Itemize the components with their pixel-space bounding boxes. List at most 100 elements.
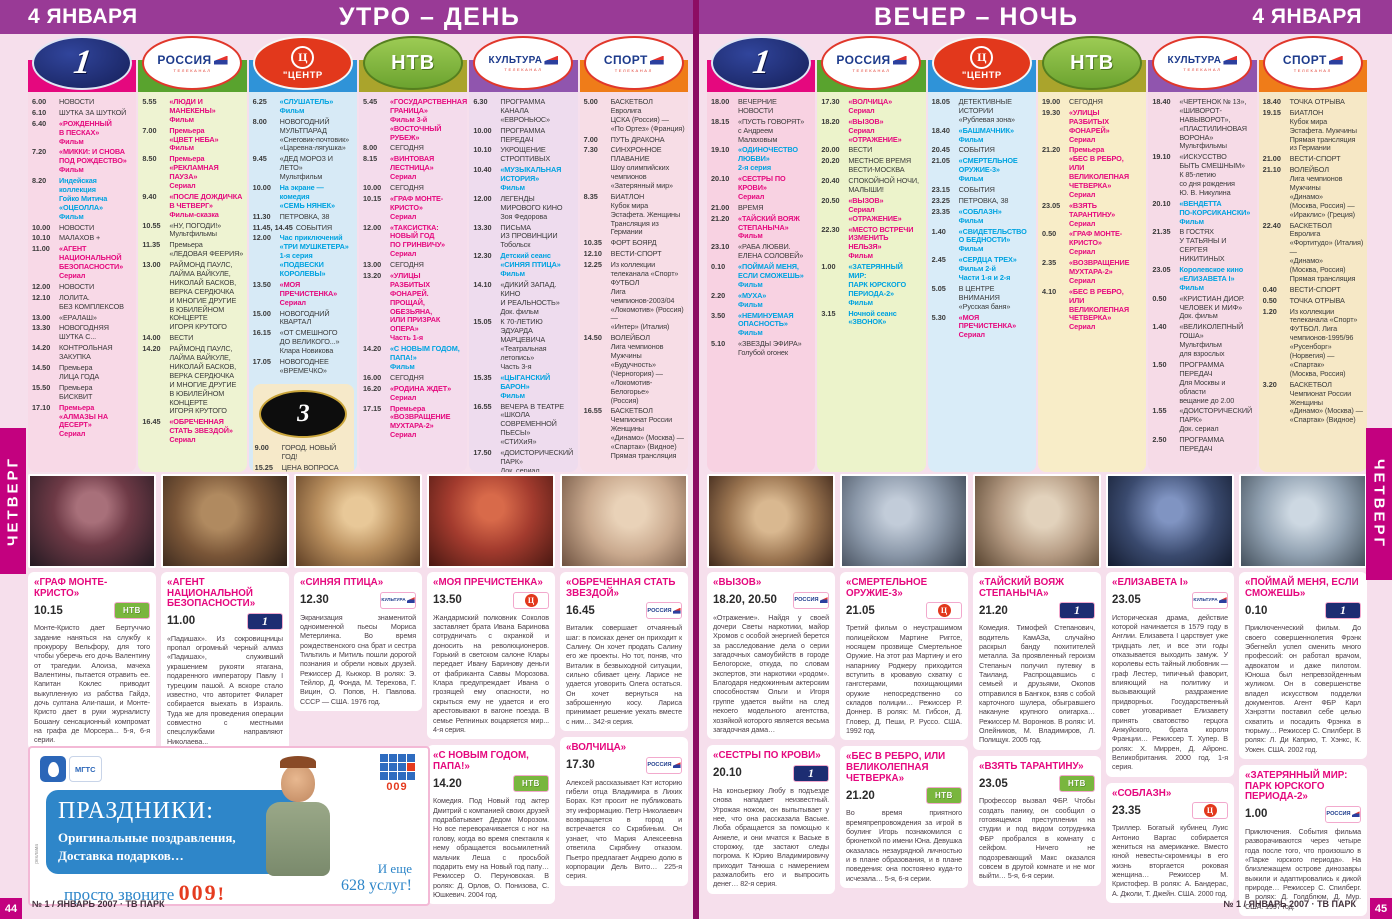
movie-still-l-3 — [294, 474, 422, 568]
program-time: 22.30 — [821, 224, 840, 234]
movie-description: «ВЗЯТЬ ТАРАНТИНУ» 23.05 НТВ Профессор вызва… — [973, 755, 1101, 886]
channel-logo-kultura-icon: КУЛЬТУРА ТЕЛЕКАНАЛ — [473, 36, 574, 90]
mini-channel-logo-first-icon: 1 — [247, 612, 283, 630]
movie-title: «С НОВЫМ ГОДОМ, ПАПА!» — [433, 750, 529, 772]
channel-column-first: 1 6.00 НОВОСТИ 6.10 ШУТКА ЗА ШУТКОЙ 6.40 «РОЖД… — [28, 36, 137, 472]
program-entry: 21.05 «СМЕРТЕЛЬНОЕ ОРУЖИЕ-3» Фильм — [932, 156, 1033, 184]
program-title: ВЕЧЕРНИЕ НОВОСТИ — [738, 97, 777, 115]
program-entry: 2.50 ПРОГРАММА ПЕРЕДАЧ — [1152, 435, 1253, 454]
movie-time-row: 10.15 НТВ — [34, 602, 150, 620]
movie-still-l-4 — [427, 474, 555, 568]
page-number-right: 45 — [1370, 898, 1392, 919]
program-time: 16.15 — [252, 328, 271, 338]
program-time: 5.00 — [583, 97, 598, 106]
program-entry: 14.20 «С НОВЫМ ГОДОМ, ПАПА!» Фильм — [363, 344, 464, 372]
program-time: 22.40 — [1262, 220, 1281, 230]
description-column-3: «СИНЯЯ ПТИЦА» 12.30 КУЛЬТУРА Экранизация зн… — [294, 572, 422, 712]
program-entry: 21.35 В ГОСТЯХ У ТАТЬЯНЫ И СЕРГЕЯ НИКИТИН… — [1152, 228, 1253, 264]
program-title: ТОЧКА ОТРЫВА — [1289, 97, 1345, 106]
movie-title: «ПОЙМАЙ МЕНЯ, ЕСЛИ СМОЖЕШЬ» — [1245, 577, 1359, 599]
flag-swoosh-icon — [1218, 597, 1227, 604]
program-entry: 17.10 Премьера «АЛМАЗЫ НА ДЕСЕРТ» Сериал — [32, 402, 133, 440]
program-entry: 12.00 НОВОСТИ — [32, 282, 133, 292]
ad-extra-services: И еще 628 услуг! — [341, 861, 412, 894]
program-entry: 21.10 ВОЛЕЙБОЛ Лига чемпионов Мужчины «Ди… — [1263, 165, 1364, 219]
program-entry: 12.25 Из коллекции телеканала «Спорт» ФУТ… — [584, 260, 685, 332]
movie-synopsis: Экранизация знаменитой одноименной пьесы… — [300, 612, 416, 706]
movie-time: 11.00 — [167, 615, 196, 628]
program-title: «УЛИЦЫ РАЗБИТЫХ ФОНАРЕЙ. ПРОЩАЙ, ОБЕЗЬЯН… — [389, 271, 441, 343]
program-title: Индейская коллекция Гойко Митича «ОЦЕОЛЛ… — [59, 176, 108, 221]
program-entry: 13.00 СЕГОДНЯ — [363, 260, 464, 270]
descriptions-left: «ГРАФ МОНТЕ-КРИСТО» 10.15 НТВ Монте-Кристо … — [28, 572, 688, 905]
program-title: «БЕС В РЕБРО, ИЛИ ВЕЛИКОЛЕПНАЯ ЧЕТВЕРКА»… — [1068, 286, 1130, 332]
program-entry: 23.35 «СОБЛАЗН» Фильм — [931, 206, 1033, 226]
program-title: СЕГОДНЯ — [389, 183, 424, 193]
program-time: 23.35 — [931, 206, 950, 216]
movie-synopsis: На консьержку Любу в подъезде снова напа… — [713, 785, 829, 889]
program-title: «ЗВЕЗДЫ ЭФИРА» Голубой огонек — [738, 339, 802, 358]
mgts-ad[interactable]: МГТС 009 ПРАЗДНИКИ: Оригинальные поздрав… — [28, 746, 430, 906]
program-title: В ЦЕНТРЕ ВНИМАНИЯ «Русская баня» — [958, 283, 1011, 311]
program-time: 2.20 — [711, 290, 726, 300]
program-time: 7.00 — [583, 134, 598, 144]
movie-title: «МОЯ ПРЕЧИСТЕНКА» — [433, 577, 543, 588]
movie-synopsis: Триллер. Богатый кубинец Луис Антонио Ва… — [1112, 823, 1228, 898]
description-column-3: «ТАЙСКИЙ ВОЯЖ СТЕПАНЫЧА» 21.20 1 Комедия. Т… — [973, 572, 1101, 886]
flag-swoosh-icon — [1223, 55, 1238, 65]
program-entry: 5.10 «ЗВЕЗДЫ ЭФИРА» Голубой огонек — [711, 339, 812, 358]
flag-swoosh-icon — [406, 597, 415, 604]
movie-synopsis: Алексей рассказывает Кэт историю гибели … — [566, 777, 682, 881]
program-title: «ВЕЛИКОЛЕПНЫЙ ГОША» Мультфильм для взрос… — [1179, 322, 1244, 359]
program-title: «ТАЙСКИЙ ВОЯЖ СТЕПАНЫЧА» Фильм — [738, 213, 800, 241]
program-title: «ДОИСТОРИЧЕСКИЙ ПАРК» Док. сериал — [1179, 406, 1253, 434]
program-entry: 14.00 ВЕСТИ — [142, 333, 243, 343]
flag-swoosh-icon — [892, 55, 907, 65]
program-time: 13.00 — [32, 312, 51, 322]
program-entry: 9.45 «ДЕД МОРОЗ И ЛЕТО» Мультфильм — [252, 154, 354, 182]
mgts-brand-label: МГТС — [69, 756, 102, 782]
movie-title: «БЕС В РЕБРО, ИЛИ ВЕЛИКОЛЕПНАЯ ЧЕТВЕРКА» — [846, 751, 946, 784]
program-entry: 12.30 Детский сеанс «СИНЯЯ ПТИЦА» Фильм — [473, 251, 574, 279]
program-time: 15.50 — [32, 382, 51, 392]
channel-column-sport: СПОРТ ТЕЛЕКАНАЛ 18.40 ТОЧКА ОТРЫВА 19.15 БИАТ… — [1258, 36, 1367, 472]
channel-columns-right: 1 18.00 ВЕЧЕРНИЕ НОВОСТИ 18.15 «ПУСТЬ ГОВОРЯ… — [707, 36, 1367, 472]
program-entry: 12.00 «ТАКСИСТКА: НОВЫЙ ГОД ПО ГРИНВИЧУ» … — [363, 223, 464, 260]
program-title: «КРИСТИАН ДИОР. ЧЕЛОВЕК И МИФ» Док. филь… — [1179, 293, 1245, 321]
program-title: «ГОСУДАРСТВЕННАЯ ГРАНИЦА» Фильм 3-й «ВОС… — [389, 97, 468, 142]
program-title: «ГРАФ МОНТЕ-КРИСТО» Сериал — [1068, 229, 1123, 257]
mini-channel-logo-rossiya-icon: РОССИЯ — [646, 602, 682, 620]
program-title: БАСКЕТБОЛ Чемпионат России Женщины «Дина… — [1289, 379, 1363, 425]
program-time: 12.10 — [583, 249, 602, 259]
program-time: 21.20 — [1041, 145, 1061, 155]
program-time: 13.30 — [32, 323, 51, 333]
program-entry: 14.20 РАЙМОНД ПАУЛС, ЛАЙМА ВАЙКУЛЕ, НИКОЛ… — [142, 344, 243, 416]
program-entry: 13.50 «МОЯ ПРЕЧИСТЕНКА» Сериал — [253, 280, 354, 308]
program-title: ВЕСТИ-СПОРТ — [1289, 284, 1341, 294]
program-title: Из коллекции телеканала «Спорт» ФУТБОЛ Л… — [610, 260, 684, 332]
program-list-first: 6.00 НОВОСТИ 6.10 ШУТКА ЗА ШУТКОЙ 6.40 «РОЖДЕ… — [28, 92, 137, 472]
program-time: 20.20 — [821, 156, 840, 166]
movie-title: «ТАЙСКИЙ ВОЯЖ СТЕПАНЫЧА» — [979, 577, 1065, 599]
program-title: Премьера «АЛМАЗЫ НА ДЕСЕРТ» Сериал — [59, 402, 108, 439]
program-entry: 21.20 «ТАЙСКИЙ ВОЯЖ СТЕПАНЫЧА» Фильм — [711, 213, 812, 242]
program-list-ntv: 5.45 «ГОСУДАРСТВЕННАЯ ГРАНИЦА» Фильм 3-й … — [358, 92, 468, 472]
movie-time: 23.05 — [1112, 594, 1141, 607]
program-time: 3.50 — [711, 310, 726, 320]
program-entry: 7.30 СИНХРОННОЕ ПЛАВАНИЕ Шоу олимпийских … — [584, 145, 685, 190]
009-squares-icon — [374, 754, 420, 780]
movie-synopsis: Комедия. Под Новый год актер Дмитрий с к… — [433, 796, 549, 899]
program-title: «ПОЙМАЙ МЕНЯ, ЕСЛИ СМОЖЕШЬ» Фильм — [738, 262, 804, 289]
movie-time: 17.30 — [566, 759, 595, 772]
program-time: 9.45 — [252, 154, 267, 164]
program-title: «ПУСТЬ ГОВОРЯТ» с Андреем Малаховым — [738, 116, 805, 144]
movie-description: «С НОВЫМ ГОДОМ, ПАПА!» 14.20 НТВ Комедия. П… — [427, 745, 555, 905]
movie-time-row: 21.20 1 — [979, 602, 1095, 620]
flag-swoosh-icon — [1351, 811, 1360, 818]
program-entry: 13.00 «ЕРАЛАШ» — [32, 312, 133, 323]
program-entry: 20.10 «СЕСТРЫ ПО КРОВИ» Сериал — [711, 174, 812, 202]
program-title: «ВЗЯТЬ ТАРАНТИНУ» Сериал — [1068, 200, 1116, 228]
mini-channel-logo-kultura-icon: КУЛЬТУРА — [380, 591, 416, 609]
program-time: 10.00 — [32, 222, 51, 232]
movie-synopsis: Жандармский полковник Соколов заставляет… — [433, 612, 549, 734]
